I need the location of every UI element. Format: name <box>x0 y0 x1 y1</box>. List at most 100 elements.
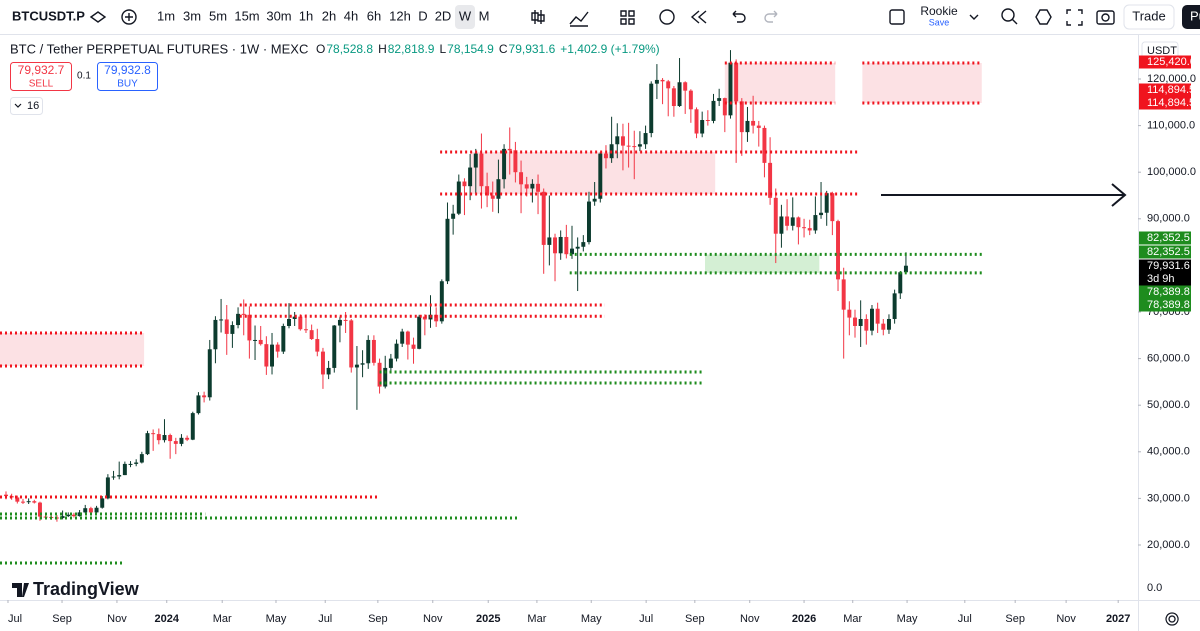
axis-settings-icon[interactable] <box>1165 612 1179 626</box>
indicators-icon[interactable] <box>569 11 589 27</box>
price-label-bg <box>1139 298 1191 312</box>
logo-mark <box>12 583 29 597</box>
candle-body <box>298 316 303 330</box>
buy-label[interactable]: BUY <box>117 79 138 90</box>
logo-text: TradingView <box>33 579 140 599</box>
redo-icon[interactable] <box>764 10 778 23</box>
indicators-count[interactable]: 16 <box>27 100 39 112</box>
publish-button[interactable]: Pu <box>1190 8 1200 23</box>
candle-body <box>349 320 354 368</box>
interval[interactable]: 4h <box>344 8 358 23</box>
save-label[interactable]: Save <box>929 17 950 27</box>
profile-name[interactable]: Rookie <box>920 4 958 18</box>
candle-body <box>903 265 908 273</box>
candle-body <box>88 508 93 513</box>
sell-price[interactable]: 79,932.7 <box>18 63 65 77</box>
candle-body <box>802 227 807 229</box>
interval[interactable]: 1m <box>157 8 175 23</box>
buy-price[interactable]: 79,932.8 <box>104 63 151 77</box>
interval[interactable]: 6h <box>367 8 381 23</box>
undo-icon[interactable] <box>732 10 746 23</box>
candle-body <box>213 319 218 350</box>
x-tick-label: 2026 <box>792 613 816 625</box>
y-tick-label: 40,000.0 <box>1147 446 1190 458</box>
interval[interactable]: W <box>459 8 472 23</box>
candle-body <box>309 330 314 340</box>
publish-button-bg[interactable] <box>1182 5 1200 29</box>
replay-icon[interactable] <box>690 10 707 24</box>
interval[interactable]: 2D <box>435 8 452 23</box>
snapshot-icon[interactable] <box>1096 10 1115 25</box>
candle-body <box>536 183 541 192</box>
candle-body <box>666 81 671 89</box>
alert-icon[interactable] <box>659 9 675 25</box>
candle-body <box>575 246 580 249</box>
volume-axis-label: 0.0 <box>1147 582 1162 594</box>
candle-body <box>241 313 246 315</box>
candle-body <box>388 358 393 368</box>
candle-body <box>456 181 461 214</box>
interval[interactable]: D <box>418 8 427 23</box>
price-label: 82,352.5 <box>1147 246 1190 258</box>
candle-body <box>162 435 167 441</box>
price-label-bg <box>1139 231 1191 245</box>
buy-box[interactable] <box>97 62 158 91</box>
candle-body <box>547 237 552 245</box>
candle-body <box>354 364 359 368</box>
add-plus <box>125 13 133 21</box>
candle-body <box>881 323 886 330</box>
candle-body <box>236 313 241 326</box>
candle-body <box>643 133 648 145</box>
templates-icon[interactable] <box>620 10 635 25</box>
interval[interactable]: 15m <box>234 8 259 23</box>
trade-button[interactable]: Trade <box>1132 8 1165 23</box>
interval[interactable]: 5m <box>209 8 227 23</box>
candle-body <box>785 216 790 226</box>
trade-button-bg[interactable] <box>1123 4 1175 30</box>
candle-body <box>247 314 252 341</box>
interval[interactable]: 3m <box>183 8 201 23</box>
ohlc-value: 78,154.9 <box>447 42 494 56</box>
settings-icon[interactable] <box>1035 9 1052 25</box>
x-tick-label: Jul <box>318 613 332 625</box>
symbol[interactable]: BTCUSDT.P <box>12 8 85 23</box>
sell-box[interactable] <box>10 62 72 91</box>
x-tick-label: Nov <box>423 613 443 625</box>
x-tick-label: Nov <box>107 613 127 625</box>
candle-body <box>734 62 739 102</box>
candle-body <box>790 217 795 226</box>
price-label-bg <box>1139 285 1191 299</box>
search-icon[interactable] <box>1001 8 1015 22</box>
candle-body <box>728 62 733 116</box>
interval[interactable]: 2h <box>322 8 336 23</box>
interval[interactable]: 1h <box>299 8 313 23</box>
candle-body <box>168 435 173 442</box>
sell-label[interactable]: SELL <box>29 79 54 90</box>
candle-body <box>598 153 603 199</box>
candle-body <box>700 120 705 134</box>
y-tick-label: 50,000.0 <box>1147 399 1190 411</box>
candle-body <box>830 193 835 222</box>
interval[interactable]: 12h <box>389 8 411 23</box>
indicators-toggle[interactable] <box>10 97 43 115</box>
currency[interactable]: USDT <box>1147 45 1177 57</box>
fullscreen-icon[interactable] <box>1066 9 1083 26</box>
candle-body <box>287 318 291 326</box>
interval[interactable]: M <box>479 8 490 23</box>
legend: BTC / Tether PERPETUAL FUTURES · 1W · ME… <box>10 41 660 115</box>
layout-icon[interactable] <box>889 9 905 25</box>
watch-icon[interactable] <box>89 11 107 23</box>
candles-icon[interactable] <box>531 10 545 24</box>
x-tick-label: Jul <box>8 613 22 625</box>
x-tick-label: Sep <box>685 613 705 625</box>
candle-body <box>496 179 501 199</box>
countdown: 3d 9h <box>1147 273 1175 285</box>
layout-dropdown[interactable] <box>969 14 979 20</box>
x-tick-label: May <box>581 613 602 625</box>
interval[interactable]: 30m <box>266 8 291 23</box>
candle-body <box>400 331 405 344</box>
candle-body <box>519 172 524 185</box>
candle-body <box>671 88 676 107</box>
price-label-bg <box>1139 83 1191 97</box>
add-icon[interactable] <box>121 9 137 25</box>
